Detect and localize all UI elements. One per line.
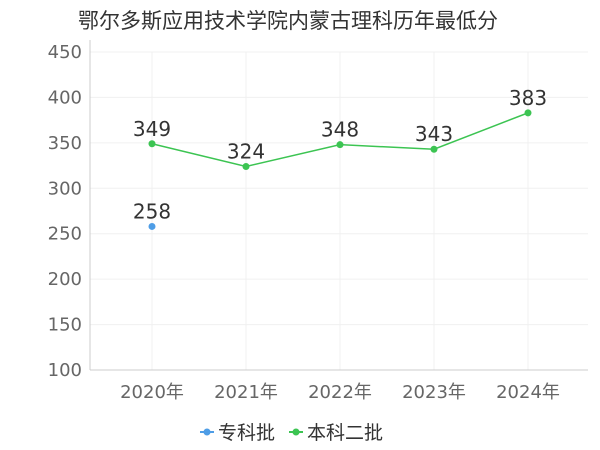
legend-marker-icon: [292, 428, 300, 436]
data-label: 383: [509, 86, 547, 110]
chart-title: 鄂尔多斯应用技术学院内蒙古理科历年最低分: [78, 9, 498, 33]
data-point[interactable]: [242, 162, 250, 170]
data-point[interactable]: [148, 222, 156, 230]
y-axis-ticks: 100 150 200 250 300 350 400 450: [48, 42, 82, 381]
data-labels: 258 349 324 348 343 383: [133, 86, 547, 224]
x-axis-ticks: 2020年 2021年 2022年 2023年 2024年: [120, 382, 560, 403]
legend-label: 本科二批: [307, 422, 383, 444]
legend-marker-icon: [203, 428, 211, 436]
x-tick-label: 2020年: [120, 382, 184, 403]
data-label: 349: [133, 117, 171, 141]
data-point[interactable]: [336, 141, 344, 149]
data-point[interactable]: [430, 145, 438, 153]
y-tick-label: 300: [48, 178, 82, 199]
x-tick-label: 2024年: [496, 382, 560, 403]
data-label: 343: [415, 122, 453, 146]
data-label: 258: [133, 199, 171, 223]
legend-item[interactable]: 专科批: [200, 422, 275, 444]
data-point[interactable]: [148, 140, 156, 148]
y-tick-label: 450: [48, 42, 82, 63]
y-tick-label: 400: [48, 87, 82, 108]
data-label: 324: [227, 139, 265, 163]
axes: [89, 40, 588, 371]
x-tick-label: 2023年: [402, 382, 466, 403]
legend-item[interactable]: 本科二批: [289, 422, 383, 444]
y-tick-label: 250: [48, 224, 82, 245]
legend-label: 专科批: [218, 422, 275, 444]
y-tick-label: 200: [48, 269, 82, 290]
y-tick-label: 100: [48, 360, 82, 381]
data-label: 348: [321, 118, 359, 142]
series-group: [148, 109, 532, 230]
data-point[interactable]: [524, 109, 532, 117]
x-tick-label: 2021年: [214, 382, 278, 403]
x-tick-label: 2022年: [308, 382, 372, 403]
legend: 专科批 本科二批: [200, 422, 383, 444]
y-tick-label: 150: [48, 315, 82, 336]
y-tick-label: 350: [48, 133, 82, 154]
